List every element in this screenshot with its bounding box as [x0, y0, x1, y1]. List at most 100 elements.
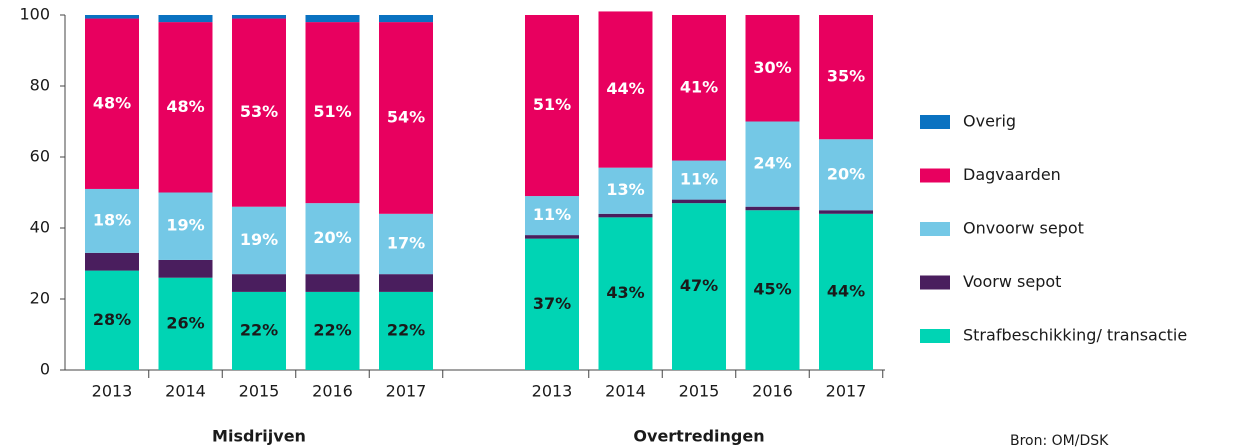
value-label: 53% — [240, 102, 278, 121]
value-label: 19% — [240, 230, 278, 249]
bar-segment — [598, 11, 653, 168]
value-label: 37% — [533, 294, 571, 313]
source: Bron: OM/DSK — [1010, 433, 1109, 447]
x-tick-label: 2015 — [679, 382, 720, 401]
value-label: 26% — [166, 313, 204, 332]
bar-segment — [158, 22, 213, 193]
bar-segment — [379, 213, 433, 275]
value-label: 48% — [93, 93, 131, 112]
value-label: 19% — [166, 216, 204, 235]
x-tick-label: 2014 — [165, 382, 206, 401]
bar-segment — [158, 192, 213, 260]
y-tick-label: 100 — [19, 5, 50, 24]
bar-segment — [525, 235, 579, 239]
bar-segment — [525, 196, 579, 236]
bar-segment — [305, 15, 360, 23]
bar-segment — [232, 274, 286, 292]
x-tick-label: 2017 — [386, 382, 427, 401]
value-label: 51% — [313, 102, 351, 121]
bar-segment — [232, 291, 286, 370]
y-tick-label: 20 — [30, 289, 50, 308]
value-label: 22% — [387, 320, 425, 339]
bar-segment — [598, 217, 653, 370]
bar-segment — [158, 15, 213, 23]
legend-label: Overig — [963, 112, 1016, 131]
x-tick-label: 2016 — [312, 382, 353, 401]
bar-segment — [672, 203, 726, 370]
value-label: 51% — [533, 95, 571, 114]
value-label: 35% — [827, 67, 865, 86]
value-label: 54% — [387, 107, 425, 126]
value-label: 41% — [680, 77, 718, 96]
value-label: 17% — [387, 233, 425, 252]
bar-segment — [85, 270, 139, 370]
bar-segment — [745, 15, 800, 122]
bar-segment — [819, 210, 873, 214]
y-tick-label: 40 — [30, 218, 50, 237]
legend-swatch — [920, 275, 950, 290]
value-label: 18% — [93, 210, 131, 229]
group-label: Misdrijven — [212, 427, 306, 446]
bar-segment — [305, 291, 360, 370]
bar-segment — [672, 160, 726, 200]
value-label: 20% — [827, 164, 865, 183]
value-label: 44% — [827, 281, 865, 300]
value-label: 20% — [313, 228, 351, 247]
bar-segment — [819, 213, 873, 370]
bar-segment — [158, 259, 213, 278]
legend-swatch — [920, 115, 950, 129]
value-label: 28% — [93, 310, 131, 329]
bar-segment — [819, 139, 873, 211]
x-tick-label: 2014 — [605, 382, 646, 401]
value-label: 13% — [606, 180, 644, 199]
bar-segment — [379, 22, 433, 214]
value-label: 22% — [313, 320, 351, 339]
bar-segment — [158, 277, 213, 370]
bar-segment — [379, 291, 433, 370]
legend-swatch — [920, 222, 950, 236]
value-label: 22% — [240, 320, 278, 339]
y-tick-label: 60 — [30, 147, 50, 166]
bar-segment — [232, 18, 286, 207]
legend-label: Voorw sepot — [963, 272, 1061, 291]
bar-segment — [525, 238, 579, 370]
bar-segment — [379, 274, 433, 292]
bar-segment — [745, 210, 800, 370]
value-label: 30% — [753, 58, 791, 77]
x-tick-label: 2013 — [532, 382, 573, 401]
bar-segment — [598, 213, 653, 218]
x-tick-label: 2017 — [826, 382, 867, 401]
legend-swatch — [920, 168, 950, 183]
legend-label: Strafbeschikking/ transactie — [963, 326, 1187, 345]
value-label: 47% — [680, 276, 718, 295]
bar-segment — [819, 15, 873, 140]
legend-label: Dagvaarden — [963, 165, 1061, 184]
bar-segment — [305, 203, 360, 275]
bar-segment — [525, 15, 579, 197]
value-label: 48% — [166, 97, 204, 116]
legend-label: Onvoorw sepot — [963, 219, 1084, 238]
group-label: Overtredingen — [633, 427, 764, 446]
y-tick-label: 0 — [40, 360, 50, 379]
bar-segment — [598, 167, 653, 214]
bar-segment — [85, 188, 139, 253]
value-label: 11% — [533, 205, 571, 224]
bar-segment — [85, 15, 139, 19]
y-tick-label: 80 — [30, 76, 50, 95]
x-tick-label: 2016 — [752, 382, 793, 401]
x-tick-label: 2015 — [239, 382, 280, 401]
bar-segment — [745, 206, 800, 211]
x-tick-label: 2013 — [92, 382, 133, 401]
legend-swatch — [920, 329, 950, 343]
value-label: 11% — [680, 170, 718, 189]
bar-segment — [85, 18, 139, 189]
bar-segment — [745, 121, 800, 207]
bar-segment — [672, 199, 726, 204]
value-label: 43% — [606, 283, 644, 302]
value-label: 44% — [606, 79, 644, 98]
bar-segment — [305, 274, 360, 292]
value-label: 45% — [753, 280, 791, 299]
bar-segment — [305, 22, 360, 204]
bar-segment — [232, 206, 286, 275]
